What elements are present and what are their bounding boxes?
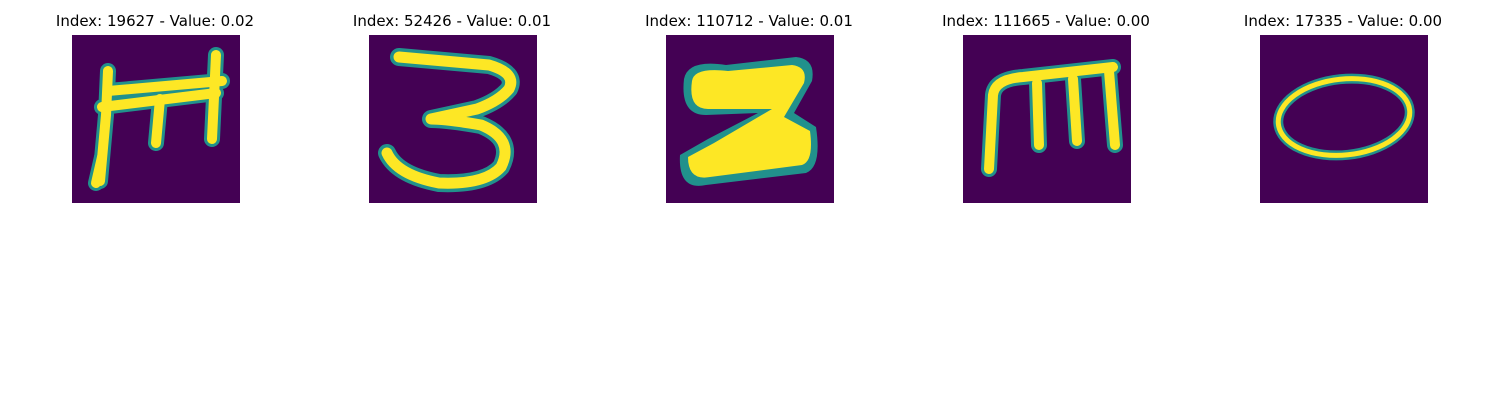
image-panel-2: Index: 52426 - Value: 0.01 bbox=[302, 0, 602, 210]
image-panel-1: Index: 19627 - Value: 0.02 bbox=[5, 0, 305, 210]
digit-image-1 bbox=[72, 35, 240, 203]
digit-image-5 bbox=[1260, 35, 1428, 203]
digit-image-2 bbox=[369, 35, 537, 203]
digit-image-4 bbox=[963, 35, 1131, 203]
panel-title-2: Index: 52426 - Value: 0.01 bbox=[352, 12, 552, 30]
panel-title-3: Index: 110712 - Value: 0.01 bbox=[645, 12, 853, 30]
digit-image-3 bbox=[666, 35, 834, 203]
handwritten-three-glyph bbox=[378, 48, 520, 193]
panel-title-1: Index: 19627 - Value: 0.02 bbox=[55, 12, 255, 30]
panel-title-4: Index: 111665 - Value: 0.00 bbox=[942, 12, 1150, 30]
handwritten-z-glyph bbox=[679, 57, 818, 186]
image-panel-3: Index: 110712 - Value: 0.01 bbox=[599, 0, 899, 210]
image-panel-4: Index: 111665 - Value: 0.00 bbox=[896, 0, 1196, 210]
handwritten-m-glyph-2 bbox=[981, 59, 1123, 177]
image-panel-5: Index: 17335 - Value: 0.00 bbox=[1193, 0, 1493, 210]
handwritten-o-glyph bbox=[1273, 73, 1415, 161]
handwritten-m-glyph-1 bbox=[88, 47, 230, 191]
panel-title-5: Index: 17335 - Value: 0.00 bbox=[1243, 12, 1443, 30]
